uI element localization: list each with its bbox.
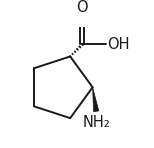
Polygon shape bbox=[93, 87, 99, 112]
Text: NH₂: NH₂ bbox=[82, 115, 110, 130]
Text: O: O bbox=[76, 0, 88, 15]
Text: OH: OH bbox=[107, 37, 129, 52]
